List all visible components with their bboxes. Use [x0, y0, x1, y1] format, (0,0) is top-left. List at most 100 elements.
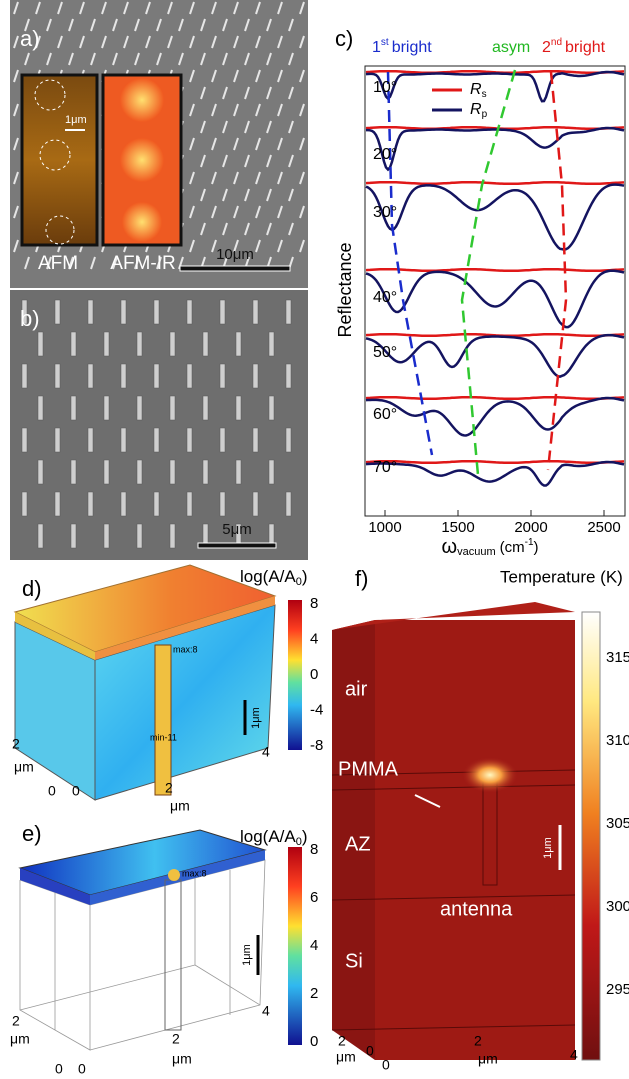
pillar: [288, 154, 294, 168]
colorbar-title: log(A/A0): [240, 567, 308, 587]
pillar: [136, 331, 143, 357]
pillar: [13, 69, 19, 83]
t: ): [534, 539, 539, 556]
pillar: [222, 222, 228, 236]
t: 0: [296, 836, 302, 848]
colorbar-tick: 0: [310, 1033, 318, 1050]
angle-label: 40°: [373, 289, 397, 306]
pillar: [120, 427, 127, 453]
pillars-b: [21, 299, 292, 549]
axis-text: μm: [14, 759, 34, 775]
colorbar: [288, 847, 302, 1045]
axis-text: 4: [262, 744, 270, 760]
pillar: [252, 299, 259, 325]
rp-curve: [365, 183, 625, 251]
t: 1: [372, 39, 381, 56]
pillar: [233, 69, 239, 83]
pillar: [266, 52, 272, 66]
legend-entry: Rs: [470, 81, 487, 99]
pillar: [255, 137, 261, 151]
scale-bar: [179, 265, 291, 272]
pillar: [123, 1, 129, 15]
box-edge: [20, 868, 90, 905]
sem-image-b: [10, 290, 308, 560]
pillar: [200, 120, 206, 134]
annotation: 2nd bright: [542, 37, 606, 57]
inset-label: AFM-IR: [110, 253, 175, 274]
colorbar-tick: 0: [310, 666, 318, 683]
pillar: [202, 459, 209, 485]
pillar: [255, 239, 261, 253]
t: log(A/A: [240, 827, 296, 846]
panel-label: b): [20, 306, 40, 331]
pillar: [103, 395, 110, 421]
pillar: [57, 35, 63, 49]
panel-label: c): [335, 26, 353, 51]
pillar: [120, 299, 127, 325]
t: log(A/A: [240, 567, 296, 586]
pillar: [222, 86, 228, 100]
colorbar-ticks: 8 4 0 -4 -8: [310, 595, 323, 754]
hotspot: [120, 78, 164, 122]
pillar: [189, 1, 195, 15]
shape: [331, 1024, 576, 1031]
pillar: [189, 103, 195, 117]
pillar: [277, 137, 283, 151]
annotation: 1st bright: [372, 37, 432, 57]
pillar: [70, 395, 77, 421]
colorbar-tick: 8: [310, 841, 318, 858]
colorbar-tick: 2: [310, 985, 318, 1002]
panel-label: e): [22, 821, 42, 846]
pillar: [244, 18, 250, 32]
t: bright: [392, 39, 433, 56]
x-tick-label: 1000: [368, 519, 401, 536]
pillar: [233, 205, 239, 219]
colorbar-ticks: 8 6 4 2 0: [310, 841, 318, 1050]
pillar: [186, 491, 193, 517]
pillar: [219, 427, 226, 453]
pillar: [21, 299, 28, 325]
pillar: [277, 239, 283, 253]
pillar: [200, 18, 206, 32]
afm-inset: [20, 73, 99, 247]
pillar: [24, 18, 30, 32]
pillar: [103, 331, 110, 357]
pillar: [68, 18, 74, 32]
pillar: [13, 239, 19, 253]
pillar: [299, 103, 305, 117]
angle-labels: 10° 20° 30° 40° 50° 60° 70°: [373, 79, 397, 476]
pillar: [285, 299, 292, 325]
scale-label: 5μm: [222, 521, 251, 538]
pillar: [235, 331, 242, 357]
shape: [331, 784, 576, 791]
pillar: [145, 1, 151, 15]
angle-label: 30°: [373, 204, 397, 221]
pillar: [211, 239, 217, 253]
pillar: [120, 363, 127, 389]
shape: [460, 69, 517, 476]
pillar: [285, 427, 292, 453]
t: ω: [441, 536, 457, 558]
pillar: [211, 1, 217, 15]
pillar: [211, 205, 217, 219]
axis-text: 2: [12, 736, 20, 752]
pillar: [169, 331, 176, 357]
pillar: [112, 256, 118, 270]
pillar: [156, 18, 162, 32]
pillar: [233, 171, 239, 185]
pillar: [21, 491, 28, 517]
pillar: [35, 1, 41, 15]
pillar: [200, 222, 206, 236]
pillar: [233, 103, 239, 117]
pillar: [24, 256, 30, 270]
pillar: [46, 256, 52, 270]
pillar: [277, 1, 283, 15]
pillar: [134, 256, 140, 270]
t: R: [470, 101, 482, 118]
pillar: [266, 154, 272, 168]
inset-label: AFM: [38, 253, 78, 274]
colorbar-title: Temperature (K): [500, 567, 623, 586]
